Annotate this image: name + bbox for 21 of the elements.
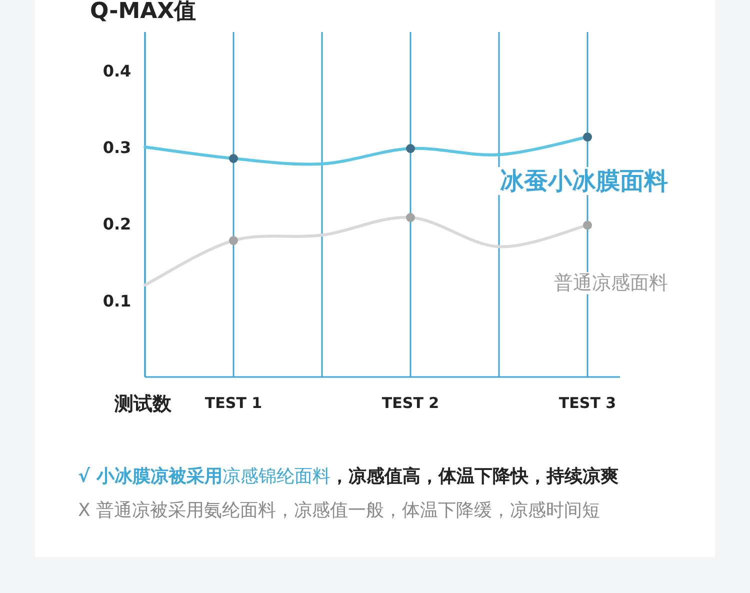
x-tick-label: TEST 1 xyxy=(204,394,262,412)
text: √ 小冰膜凉被采用 xyxy=(78,466,222,487)
text: ，凉感值高，体温下降快，持续凉爽 xyxy=(330,466,618,487)
text: X 普通凉被采用氨纶面料，凉感值一般，体温下降缓，凉感时间短 xyxy=(78,500,600,521)
y-tick-label: 0.1 xyxy=(102,291,132,310)
point xyxy=(406,213,415,222)
x-tick-label: TEST 2 xyxy=(382,394,440,412)
series-label: 普通凉感面料 xyxy=(554,272,668,294)
point xyxy=(406,144,415,154)
point xyxy=(583,220,592,230)
y-tick-label: 0.4 xyxy=(102,61,132,80)
point xyxy=(229,154,238,163)
x-tick-label: TEST 3 xyxy=(558,394,616,412)
y-tick-label: 0.2 xyxy=(102,214,132,234)
series-label: 冰蚕小冰膜面料 xyxy=(500,167,668,196)
text: 凉感锦纶面料 xyxy=(222,466,330,487)
y-tick-label: 0.3 xyxy=(102,138,132,157)
point xyxy=(583,132,592,142)
point xyxy=(229,236,238,246)
x-axis-title: 测试数 xyxy=(114,393,172,415)
chart-title: Q-MAX值 xyxy=(90,0,196,24)
